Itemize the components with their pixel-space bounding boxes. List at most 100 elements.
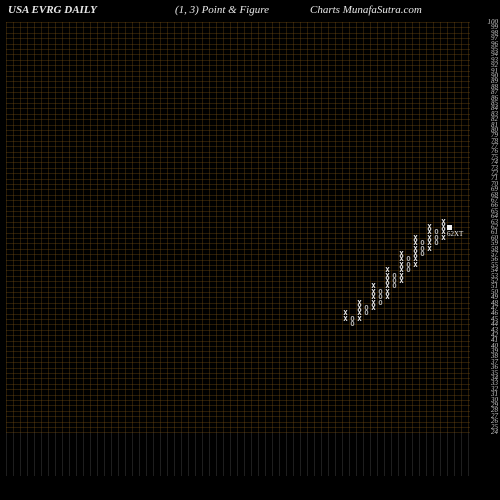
grid-line-vertical — [433, 22, 434, 432]
grid-line-vertical — [118, 22, 119, 432]
grid-line-vertical — [167, 22, 168, 432]
band-line — [76, 432, 77, 476]
band-line — [342, 432, 343, 476]
band-line — [216, 432, 217, 476]
grid-line-vertical — [6, 22, 7, 432]
chart-bottom-band — [6, 432, 470, 476]
grid-line-vertical — [342, 22, 343, 432]
band-line — [13, 432, 14, 476]
grid-line-vertical — [384, 22, 385, 432]
band-line — [461, 432, 462, 476]
grid-line-vertical — [328, 22, 329, 432]
grid-line-vertical — [265, 22, 266, 432]
grid-line-vertical — [62, 22, 63, 432]
grid-line-vertical — [251, 22, 252, 432]
band-line — [356, 432, 357, 476]
band-line — [391, 432, 392, 476]
band-line — [363, 432, 364, 476]
grid-line-vertical — [146, 22, 147, 432]
title-params: (1, 3) Point & Figure — [175, 4, 269, 16]
band-line — [349, 432, 350, 476]
band-line — [468, 432, 469, 476]
band-line — [48, 432, 49, 476]
grid-line-vertical — [69, 22, 70, 432]
grid-line-vertical — [314, 22, 315, 432]
band-line — [146, 432, 147, 476]
band-line — [195, 432, 196, 476]
pf-x-mark: X — [342, 310, 349, 315]
band-line — [370, 432, 371, 476]
current-price-marker: 62XT — [447, 224, 470, 238]
pf-x-mark: X — [426, 224, 433, 229]
grid-line-vertical — [300, 22, 301, 432]
band-line — [209, 432, 210, 476]
pf-x-mark: X — [440, 219, 447, 224]
band-line — [90, 432, 91, 476]
band-line — [6, 432, 7, 476]
pf-x-mark: X — [384, 267, 391, 272]
grid-line-vertical — [181, 22, 182, 432]
chart-plot-area: XXOOXXXXOOXXXXXOOOXXXXXXOOOXXXXXXOOOXXXX… — [6, 22, 470, 476]
band-line — [139, 432, 140, 476]
band-line — [419, 432, 420, 476]
grid-line-vertical — [286, 22, 287, 432]
grid-line-vertical — [195, 22, 196, 432]
band-line — [118, 432, 119, 476]
band-line — [433, 432, 434, 476]
band-line — [412, 432, 413, 476]
band-line — [174, 432, 175, 476]
band-line — [279, 432, 280, 476]
band-line — [244, 432, 245, 476]
band-line — [237, 432, 238, 476]
band-line — [398, 432, 399, 476]
band-line — [440, 432, 441, 476]
grid-line-vertical — [293, 22, 294, 432]
y-tick-label: 24 — [472, 429, 498, 436]
grid-line-vertical — [160, 22, 161, 432]
band-line — [335, 432, 336, 476]
band-line — [160, 432, 161, 476]
band-line — [426, 432, 427, 476]
pf-o-mark: O — [349, 316, 356, 321]
grid-line-vertical — [97, 22, 98, 432]
pf-x-mark: X — [370, 283, 377, 288]
pf-o-mark: O — [433, 229, 440, 234]
grid-line-vertical — [412, 22, 413, 432]
grid-line-vertical — [363, 22, 364, 432]
grid-line-vertical — [27, 22, 28, 432]
band-line — [41, 432, 42, 476]
grid-line-vertical — [223, 22, 224, 432]
band-line — [153, 432, 154, 476]
grid-line-vertical — [139, 22, 140, 432]
band-line — [55, 432, 56, 476]
grid-line-vertical — [76, 22, 77, 432]
pf-x-mark: X — [356, 300, 363, 305]
grid-line-vertical — [398, 22, 399, 432]
grid-line-vertical — [111, 22, 112, 432]
grid-line-vertical — [230, 22, 231, 432]
grid-line-vertical — [216, 22, 217, 432]
band-line — [405, 432, 406, 476]
band-line — [307, 432, 308, 476]
band-line — [27, 432, 28, 476]
band-line — [83, 432, 84, 476]
band-line — [223, 432, 224, 476]
band-line — [251, 432, 252, 476]
band-line — [132, 432, 133, 476]
marker-label: 62XT — [447, 230, 463, 238]
grid-line-vertical — [41, 22, 42, 432]
grid-line-vertical — [272, 22, 273, 432]
band-line — [293, 432, 294, 476]
band-line — [447, 432, 448, 476]
grid-line-vertical — [321, 22, 322, 432]
grid-line-vertical — [188, 22, 189, 432]
band-line — [62, 432, 63, 476]
band-line — [314, 432, 315, 476]
grid-line-vertical — [237, 22, 238, 432]
band-line — [111, 432, 112, 476]
grid-line-vertical — [174, 22, 175, 432]
grid-line-vertical — [405, 22, 406, 432]
grid-line-vertical — [34, 22, 35, 432]
band-line — [258, 432, 259, 476]
band-line — [202, 432, 203, 476]
